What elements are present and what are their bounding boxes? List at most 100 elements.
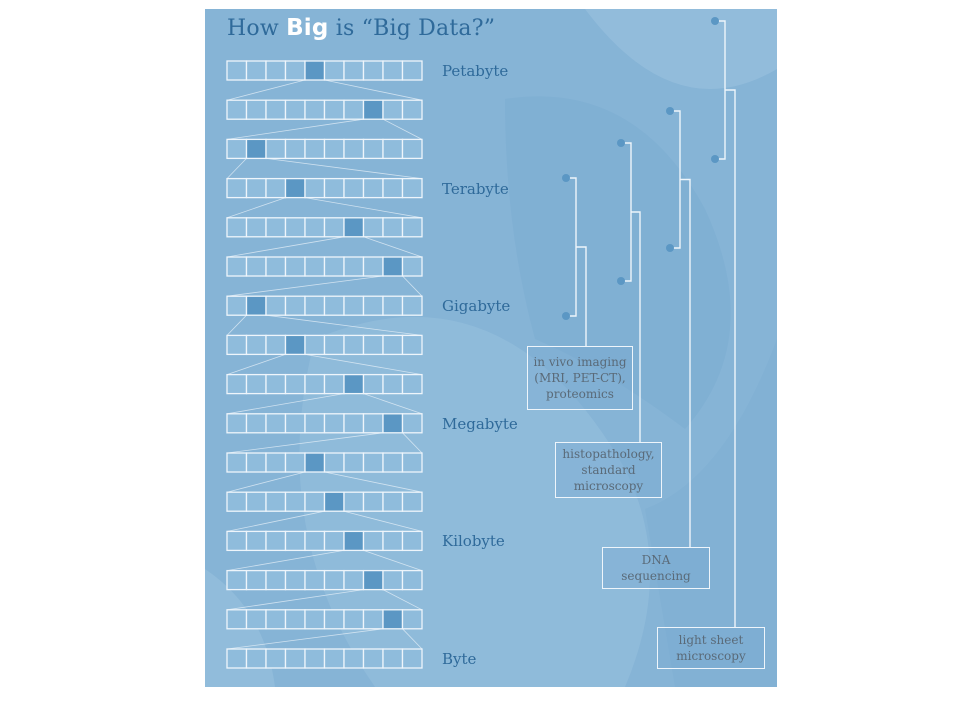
bracket-line [566,177,587,346]
technique-brackets [562,17,736,627]
byte-row [226,530,423,552]
bracket-line [715,20,736,627]
byte-row [226,295,423,316]
byte-cell [401,177,423,199]
title-prefix: How [227,16,287,41]
byte-row [226,138,423,160]
zoom-connector-line [363,236,423,258]
byte-cell [401,295,423,316]
technique-text-line: proteomics [546,387,614,401]
byte-cell [401,491,423,512]
byte-cell [401,373,423,395]
byte-row [226,99,423,120]
technique-box: light sheet microscopy [657,627,765,669]
range-endpoint-dot [711,17,719,25]
zoom-connector-line [226,79,306,101]
byte-row [226,60,423,81]
range-endpoint-dot [617,277,625,285]
zoom-connector-line [343,510,423,532]
range-bracket [617,139,641,442]
technique-text-line: (MRI, PET-CT), [534,371,626,385]
zoom-connector-line [304,197,423,219]
byte-row [226,217,423,238]
zoom-connector-line [402,628,423,650]
technique-text-line: standard [581,463,636,477]
byte-row [226,256,423,277]
infographic-panel: How Big is “Big Data?” Petabyte Terabyte G… [205,9,777,687]
title-suffix: is “Big Data?” [328,16,496,41]
zoom-connector-line [226,197,286,219]
zoom-connector-line [402,432,423,454]
zoom-connector-line [226,510,325,532]
zoom-connector-line [226,118,364,140]
zoom-connector-line [226,432,384,454]
byte-row [226,177,423,199]
unit-label-byte: Byte [442,650,477,668]
zoom-connector-line [304,354,423,375]
zoom-connector-line [226,393,345,415]
byte-cell [401,569,423,591]
byte-cell [401,256,423,277]
byte-row [226,491,423,512]
byte-cell [401,138,423,160]
zoom-connector-line [363,393,423,415]
byte-cell [401,452,423,473]
technique-text-line: sequencing [621,569,691,583]
unit-label-megabyte: Megabyte [442,414,518,433]
byte-cell [401,609,423,630]
zoom-connector-line [382,118,423,140]
title-emphasis: Big [286,15,329,41]
byte-cell [401,413,423,434]
zoom-connector-line [226,550,345,571]
range-endpoint-dot [562,174,570,182]
zoom-connector-line [226,236,345,258]
zoom-connector-line [226,275,384,297]
unit-label-terabyte: Terabyte [442,179,509,198]
byte-row [226,452,423,473]
technique-text-line: light sheet [678,633,744,647]
zoom-connector-line [226,628,384,650]
technique-box: histopathology, standard microscopy [555,442,662,498]
zoom-connector-line [382,589,423,611]
zoom-connector-line [324,471,423,493]
zoom-connector-line [363,550,423,571]
unit-label-gigabyte: Gigabyte [442,297,511,316]
range-bracket [711,17,736,627]
zoom-connector-line [226,471,306,493]
byte-row [226,609,423,630]
byte-cell [401,60,423,81]
technique-box: in vivo imaging (MRI, PET-CT), proteomics [527,346,633,410]
byte-cell [401,530,423,552]
unit-label-kilobyte: Kilobyte [442,532,505,551]
zoom-connector-line [226,158,247,179]
byte-cell [401,334,423,356]
bracket-line [670,110,691,547]
zoom-connector-line [265,314,423,336]
technique-text-line: DNA [641,553,671,567]
range-bracket [562,174,587,346]
byte-row [226,648,423,669]
zoom-connector-line [226,354,286,375]
byte-cell [401,217,423,238]
range-endpoint-dot [666,107,674,115]
range-bracket [666,107,691,547]
byte-row [226,334,423,356]
byte-row [226,373,423,395]
technique-text-line: in vivo imaging [533,355,627,369]
zoom-connector-line [402,275,423,297]
zoom-connector-line [226,589,364,611]
range-endpoint-dot [711,155,719,163]
zoom-connector-line [226,314,247,336]
range-endpoint-dot [666,244,674,252]
range-endpoint-dot [562,312,570,320]
technique-box: DNA sequencing [602,547,710,589]
technique-text-line: microscopy [676,649,746,663]
zoom-connector-line [324,79,423,101]
zoom-connector-line [265,158,423,179]
byte-row [226,413,423,434]
byte-cell [401,99,423,120]
technique-text-line: microscopy [573,479,644,493]
page-title: How Big is “Big Data?” [227,15,495,41]
technique-text-line: histopathology, [562,447,655,461]
byte-row [226,569,423,591]
